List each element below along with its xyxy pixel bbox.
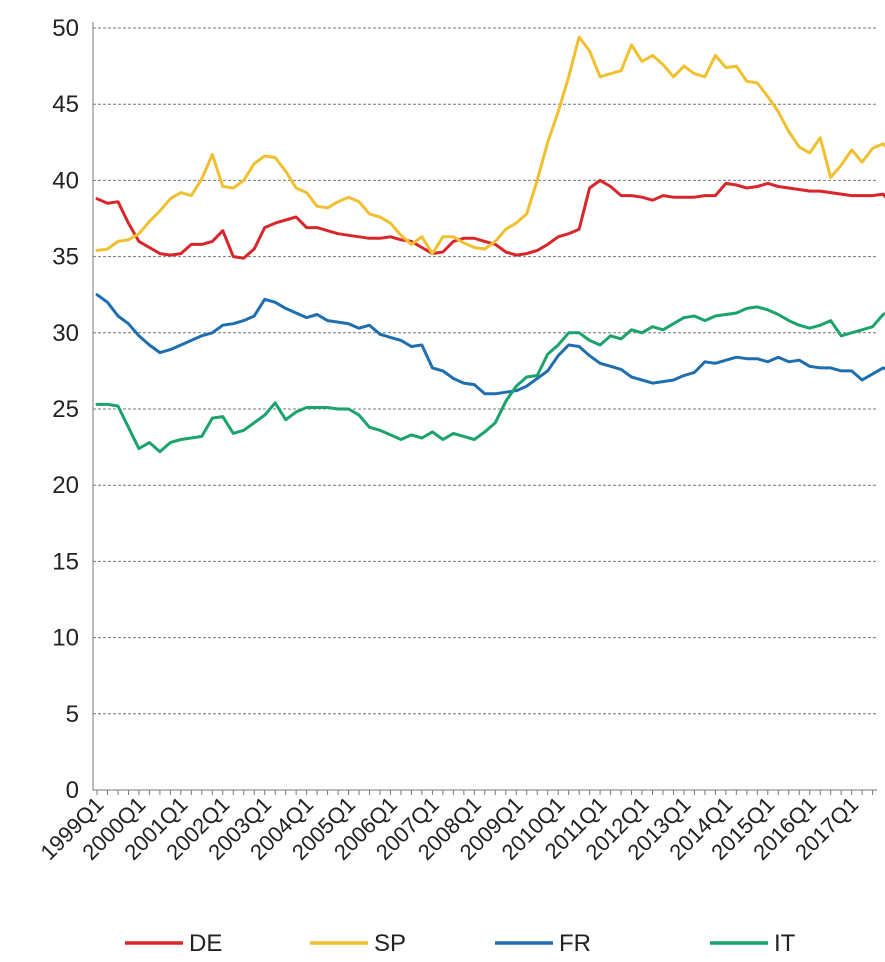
- series-line-it: [95, 305, 885, 454]
- y-tick-label: 30: [52, 320, 79, 347]
- y-tick-label: 50: [52, 15, 79, 42]
- legend: DE SP FR IT: [125, 930, 796, 957]
- y-tick-label: 25: [52, 396, 79, 423]
- gridlines: [93, 27, 877, 715]
- y-tick-label: 10: [52, 625, 79, 652]
- y-tick-label: 5: [66, 701, 79, 728]
- y-tick-label: 0: [66, 777, 79, 804]
- x-tick-labels: 1999Q12000Q12001Q12002Q12003Q12004Q12005…: [35, 792, 863, 865]
- series-line-de: [95, 178, 885, 260]
- y-tick-label: 15: [52, 548, 79, 575]
- axes: [92, 22, 877, 795]
- legend-label-sp: SP: [374, 930, 406, 957]
- legend-label-de: DE: [189, 930, 222, 957]
- series-line-sp: [95, 35, 885, 256]
- y-tick-label: 20: [52, 472, 79, 499]
- series-line-fr: [95, 293, 885, 396]
- y-tick-label: 45: [52, 91, 79, 118]
- y-tick-label: 35: [52, 244, 79, 271]
- y-tick-label: 40: [52, 167, 79, 194]
- legend-label-fr: FR: [559, 930, 591, 957]
- series-lines: [95, 35, 885, 454]
- legend-label-it: IT: [774, 930, 796, 957]
- y-tick-labels: 0 5 10 15 20 25 30 35 40 45 50: [52, 15, 79, 804]
